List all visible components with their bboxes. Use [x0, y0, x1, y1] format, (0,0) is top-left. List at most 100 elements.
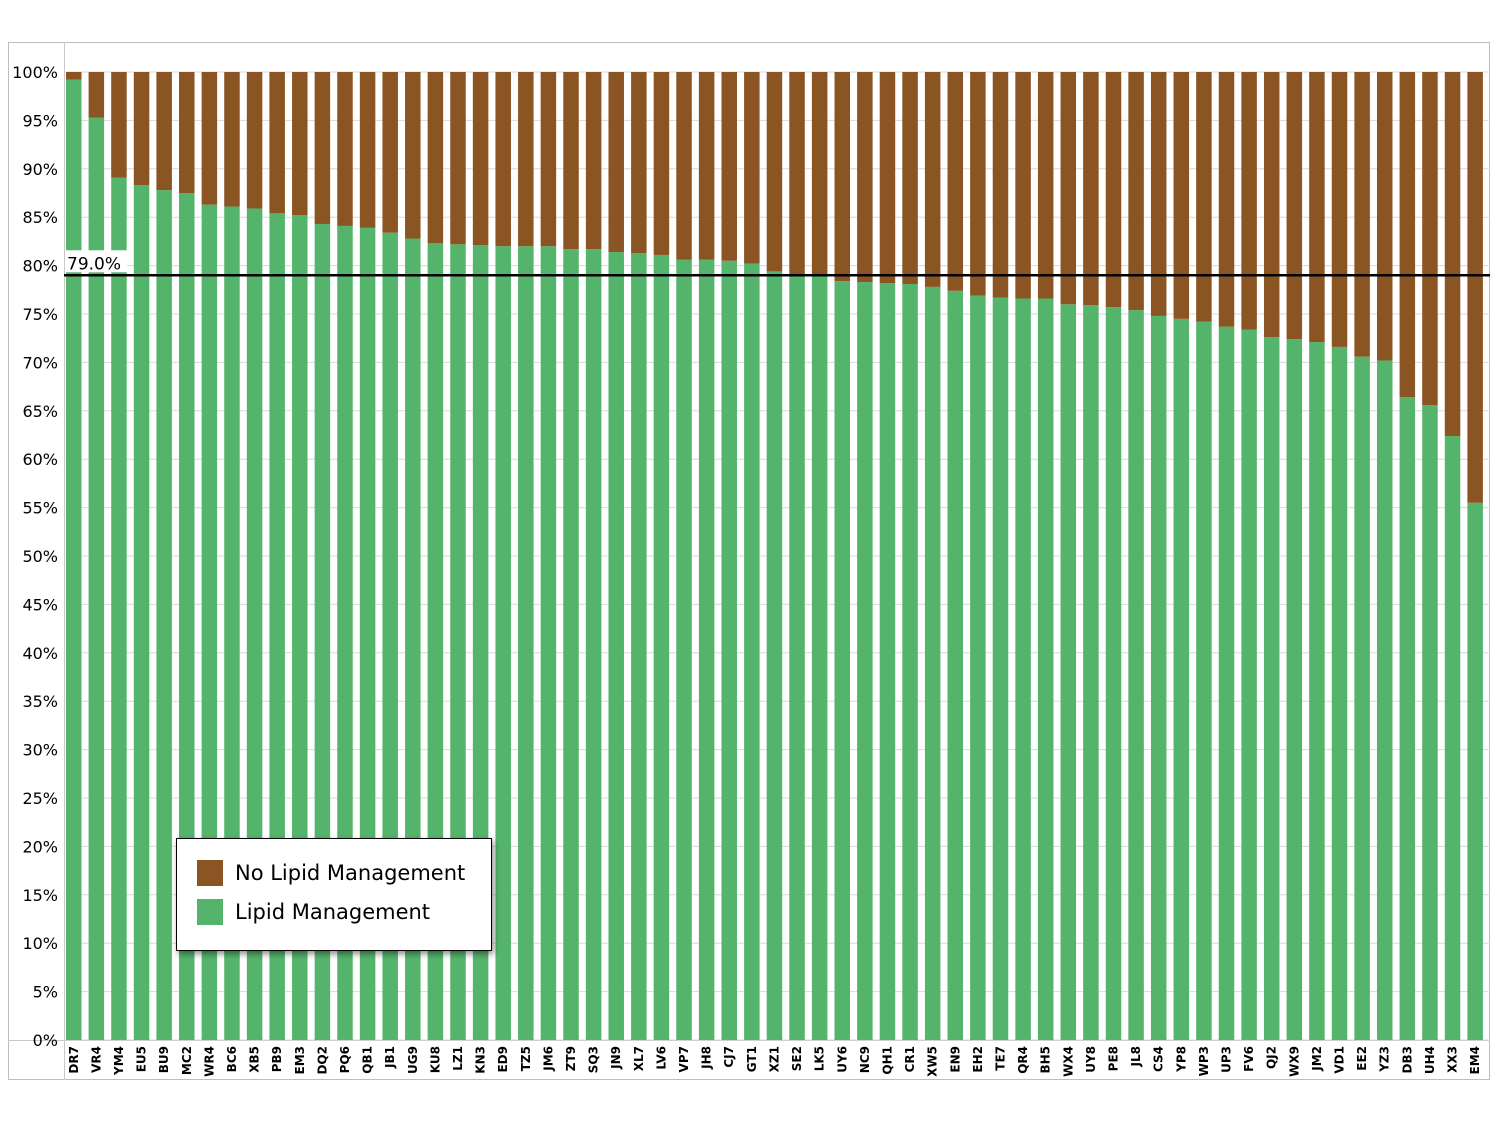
x-tick-label: KN3	[474, 1046, 488, 1074]
x-tick-label: YP8	[1174, 1046, 1188, 1073]
x-tick-label: XL7	[632, 1046, 646, 1071]
bar-lipid-management	[495, 246, 511, 1041]
y-tick-label: 75%	[22, 305, 58, 324]
x-tick-label: GT1	[745, 1046, 759, 1072]
bar-lipid-management	[1196, 321, 1212, 1040]
y-tick-label: 0%	[33, 1031, 58, 1050]
bar-no-lipid-management	[382, 72, 398, 233]
bar-no-lipid-management	[88, 72, 105, 118]
bar-no-lipid-management	[924, 72, 941, 287]
x-tick-label: PE8	[1106, 1046, 1120, 1071]
bar-no-lipid-management	[1309, 72, 1325, 343]
x-tick-label: JB1	[383, 1046, 397, 1069]
x-tick-label: YM4	[112, 1046, 126, 1076]
bar-lipid-management	[1422, 404, 1438, 1040]
bar-no-lipid-management	[879, 72, 896, 284]
bar-lipid-management	[246, 208, 263, 1040]
x-tick-label: DQ2	[315, 1046, 329, 1075]
bar-lipid-management	[1309, 342, 1325, 1040]
bar-lipid-management	[811, 276, 828, 1040]
x-tick-label: EU5	[135, 1046, 149, 1072]
bar-lipid-management	[585, 249, 602, 1041]
bar-no-lipid-management	[947, 72, 964, 291]
x-tick-label: CJ7	[722, 1046, 736, 1068]
x-tick-label: YZ3	[1378, 1046, 1392, 1073]
y-tick-label: 5%	[33, 983, 58, 1002]
bar-no-lipid-management	[1422, 72, 1438, 405]
x-tick-label: JH8	[700, 1046, 714, 1070]
bar-lipid-management	[992, 297, 1009, 1040]
x-tick-label: QB1	[361, 1046, 375, 1074]
bar-no-lipid-management	[970, 72, 986, 296]
y-tick-label: 55%	[22, 499, 58, 518]
y-tick-label: 85%	[22, 208, 58, 227]
bar-no-lipid-management	[1467, 72, 1483, 503]
x-tick-label: ED9	[496, 1046, 510, 1073]
x-tick-label: DR7	[67, 1046, 81, 1074]
bar-lipid-management	[269, 213, 285, 1040]
bar-no-lipid-management	[1037, 72, 1054, 299]
bar-no-lipid-management	[789, 72, 805, 277]
legend-swatch-no-lipid	[197, 860, 223, 886]
bar-lipid-management	[1399, 397, 1416, 1040]
bar-no-lipid-management	[1218, 72, 1235, 327]
x-tick-label: EH2	[971, 1046, 985, 1073]
legend: No Lipid Management Lipid Management	[176, 838, 492, 951]
bars-group	[66, 72, 1483, 1041]
bar-lipid-management	[857, 282, 873, 1040]
y-tick-label: 100%	[12, 63, 58, 82]
bar-lipid-management	[111, 177, 127, 1041]
x-tick-label: CS4	[1152, 1046, 1166, 1072]
bar-lipid-management	[676, 259, 692, 1040]
bar-lipid-management	[653, 254, 670, 1040]
bar-lipid-management	[947, 290, 964, 1040]
bar-lipid-management	[179, 193, 195, 1040]
x-tick-label: KU8	[428, 1046, 442, 1073]
x-tick-label: EN9	[948, 1046, 962, 1073]
bar-lipid-management	[766, 271, 783, 1041]
bar-lipid-management	[1263, 337, 1280, 1040]
bar-no-lipid-management	[744, 72, 760, 264]
bar-lipid-management	[631, 253, 647, 1041]
bar-lipid-management	[359, 227, 376, 1040]
x-tick-label: WR4	[202, 1046, 216, 1077]
x-tick-label: BU9	[157, 1046, 171, 1073]
x-tick-label: JM2	[1310, 1046, 1324, 1072]
x-tick-label: TZ5	[519, 1046, 533, 1071]
bar-lipid-management	[201, 204, 218, 1041]
bar-no-lipid-management	[1015, 72, 1031, 299]
bar-lipid-management	[66, 79, 82, 1040]
bar-no-lipid-management	[518, 72, 534, 247]
bar-lipid-management	[292, 215, 308, 1040]
bar-lipid-management	[133, 185, 150, 1041]
x-tick-label: EM4	[1468, 1046, 1482, 1075]
bar-no-lipid-management	[269, 72, 285, 214]
legend-label-lipid: Lipid Management	[235, 900, 431, 924]
y-tick-label: 45%	[22, 595, 58, 614]
x-tick-label: JM6	[541, 1046, 555, 1072]
y-tick-label: 70%	[22, 353, 58, 372]
x-tick-label: XB5	[248, 1046, 262, 1073]
x-tick-label: JL8	[1129, 1046, 1143, 1067]
bar-no-lipid-management	[698, 72, 715, 260]
bar-lipid-management	[1105, 307, 1122, 1040]
bar-lipid-management	[1354, 356, 1370, 1040]
x-tick-label: UY6	[835, 1046, 849, 1073]
bar-lipid-management	[879, 283, 896, 1040]
x-tick-label: VR4	[89, 1046, 103, 1073]
x-tick-label: BC6	[225, 1046, 239, 1072]
bar-no-lipid-management	[766, 72, 783, 272]
x-tick-label: PB9	[270, 1046, 284, 1072]
y-tick-label: 30%	[22, 741, 58, 760]
y-tick-label: 40%	[22, 644, 58, 663]
bar-no-lipid-management	[156, 72, 172, 191]
bar-no-lipid-management	[1105, 72, 1122, 308]
bar-no-lipid-management	[495, 72, 511, 247]
legend-label-no-lipid: No Lipid Management	[235, 861, 466, 885]
bar-lipid-management	[1150, 315, 1167, 1040]
y-tick-label: 65%	[22, 402, 58, 421]
bar-no-lipid-management	[721, 72, 737, 261]
bar-no-lipid-management	[427, 72, 444, 244]
bar-lipid-management	[518, 246, 534, 1041]
bar-no-lipid-management	[111, 72, 127, 178]
